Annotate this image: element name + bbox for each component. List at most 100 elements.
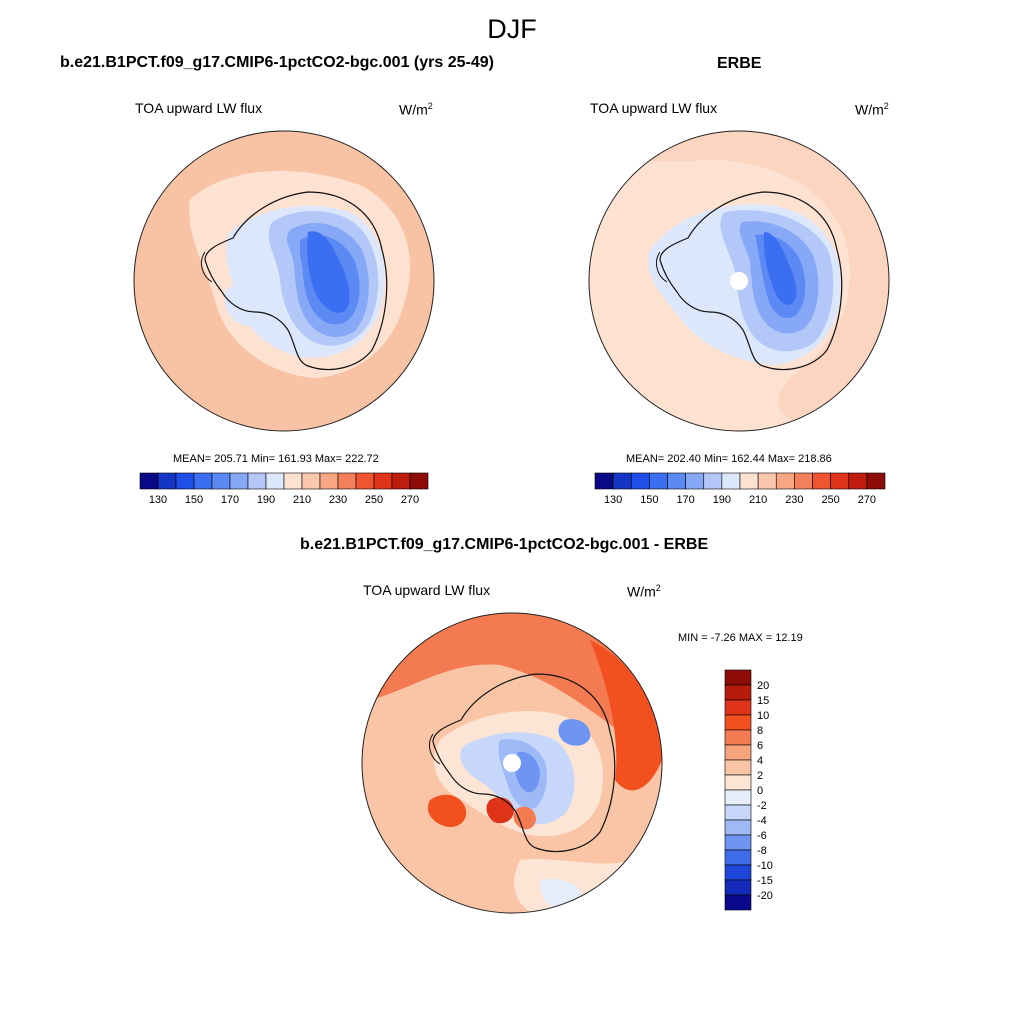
panel-3-variable-label: TOA upward LW flux (363, 582, 491, 598)
colorbar-2: 130 150 170 190 210 230 250 270 (594, 472, 886, 506)
colorbar-2-tick-label: 230 (785, 494, 803, 506)
map-1-coastline (204, 191, 388, 371)
colorbar-3-tick-label: 4 (757, 755, 763, 767)
colorbar-1-swatch (175, 472, 195, 490)
colorbar-1-swatch (265, 472, 285, 490)
map-1-west-antarctica-patch (224, 283, 278, 326)
colorbar-2-tick-label: 210 (749, 494, 767, 506)
map-3-pole-hole (503, 754, 521, 772)
colorbar-1-swatch (139, 472, 159, 490)
colorbar-3-tick-label: -8 (757, 845, 767, 857)
colorbar-2-swatch (685, 472, 705, 490)
colorbar-3-swatch (724, 894, 752, 911)
map-3-contour-8-ross (427, 794, 467, 828)
panel-1-variable-label: TOA upward LW flux (135, 100, 263, 116)
colorbar-3-tick-label: 0 (757, 785, 763, 797)
colorbar-3-tick-label: -2 (757, 800, 767, 812)
colorbar-1-tick-label: 170 (221, 494, 239, 506)
colorbar-1-swatch (355, 472, 375, 490)
colorbar-3-tick-label: -4 (757, 815, 767, 827)
colorbar-2-swatch (757, 472, 777, 490)
colorbar-1-swatch (157, 472, 177, 490)
colorbar-1-tick-label: 130 (149, 494, 167, 506)
map-3-contour-10-ross (486, 797, 514, 824)
colorbar-3-tick-label: 10 (757, 710, 769, 722)
panel-2-stats: MEAN= 202.40 Min= 162.44 Max= 218.86 (626, 453, 832, 465)
map-2-coastline (659, 191, 843, 371)
colorbar-2-swatch (649, 472, 668, 490)
colorbar-3-swatch (724, 744, 752, 761)
colorbar-2-tick-label: 130 (604, 494, 622, 506)
map-3-contour-neg6-east (558, 719, 591, 746)
colorbar-3-tick-label: -20 (757, 890, 773, 902)
map-3-frame (361, 612, 663, 914)
colorbar-2-swatch (594, 472, 614, 490)
colorbar-1-tick-label: 270 (401, 494, 419, 506)
colorbar-1-swatch (409, 472, 429, 490)
colorbar-3-tick-label: -15 (757, 875, 773, 887)
panel-3-title: b.e21.B1PCT.f09_g17.CMIP6-1pctCO2-bgc.00… (300, 536, 709, 553)
panel-2-units: W/m2 (855, 101, 889, 118)
colorbar-2-swatch (866, 472, 886, 490)
colorbar-2-swatch (794, 472, 813, 490)
colorbar-2-swatch (739, 472, 759, 490)
colorbar-1-tick-label: 250 (365, 494, 383, 506)
map-2-ocean-warm-band (600, 131, 889, 422)
colorbar-1-tick-label: 210 (293, 494, 311, 506)
colorbar-1-swatch (229, 472, 249, 490)
colorbar-3-swatch (724, 669, 752, 686)
map-3-coastline (432, 673, 616, 853)
map-3-contour-6-north (370, 613, 661, 760)
colorbar-3-swatch (724, 849, 752, 866)
panel-2-title: ERBE (717, 55, 762, 72)
colorbar-3-swatch (724, 684, 752, 701)
colorbar-2-swatch (830, 472, 850, 490)
map-3-contour-8-east (590, 640, 662, 791)
colorbar-3-swatch (724, 774, 752, 791)
colorbar-2-swatch (667, 472, 686, 490)
colorbar-1-swatch (319, 472, 339, 490)
panel-1-units: W/m2 (399, 101, 433, 118)
map-2-contour-160 (763, 232, 797, 305)
colorbar-2-tick-label: 250 (821, 494, 839, 506)
map-1-field (134, 131, 434, 431)
map-1-frame (133, 130, 435, 432)
figure-title: DJF (487, 14, 537, 44)
colorbar-2-swatch (812, 472, 831, 490)
colorbar-3-tick-label: 2 (757, 770, 763, 782)
colorbar-3-tick-label: -6 (757, 830, 767, 842)
colorbar-3-tick-label: 8 (757, 725, 763, 737)
colorbar-1-tick-label: 230 (329, 494, 347, 506)
colorbar-1: 130 150 170 190 210 230 250 270 (139, 472, 429, 506)
colorbar-2-swatch (630, 472, 650, 490)
colorbar-1-swatch (391, 472, 411, 490)
map-1-contour-160 (307, 231, 350, 313)
colorbar-2-swatch (848, 472, 868, 490)
panel-1-stats: MEAN= 205.71 Min= 161.93 Max= 222.72 (173, 453, 379, 465)
map-2-peninsula (656, 251, 668, 283)
colorbar-1-tick-label: 150 (185, 494, 203, 506)
colorbar-2-swatch (703, 472, 723, 490)
colorbar-1-tick-label: 190 (257, 494, 275, 506)
colorbar-3-tick-label: 15 (757, 695, 769, 707)
colorbar-1-swatch (337, 472, 357, 490)
map-3-contour-6-ross (513, 806, 536, 830)
panel-2-variable-label: TOA upward LW flux (590, 100, 718, 116)
panel-3-stats: MIN = -7.26 MAX = 12.19 (678, 632, 803, 644)
colorbar-3-swatch (724, 864, 752, 881)
colorbar-1-swatch (283, 472, 303, 490)
colorbar-2-tick-label: 190 (713, 494, 731, 506)
panel-1-title: b.e21.B1PCT.f09_g17.CMIP6-1pctCO2-bgc.00… (60, 54, 494, 71)
colorbar-2-swatch (612, 472, 632, 490)
colorbar-3-swatch (724, 789, 752, 806)
colorbar-3-swatch (724, 819, 752, 836)
colorbar-1-swatch (247, 472, 267, 490)
colorbar-3-tick-label: 6 (757, 740, 763, 752)
colorbar-1-swatch (301, 472, 321, 490)
colorbar-1-swatch (193, 472, 213, 490)
colorbar-2-swatch (721, 472, 741, 490)
map-3-peninsula (429, 733, 441, 765)
colorbar-3-swatch (724, 804, 752, 821)
